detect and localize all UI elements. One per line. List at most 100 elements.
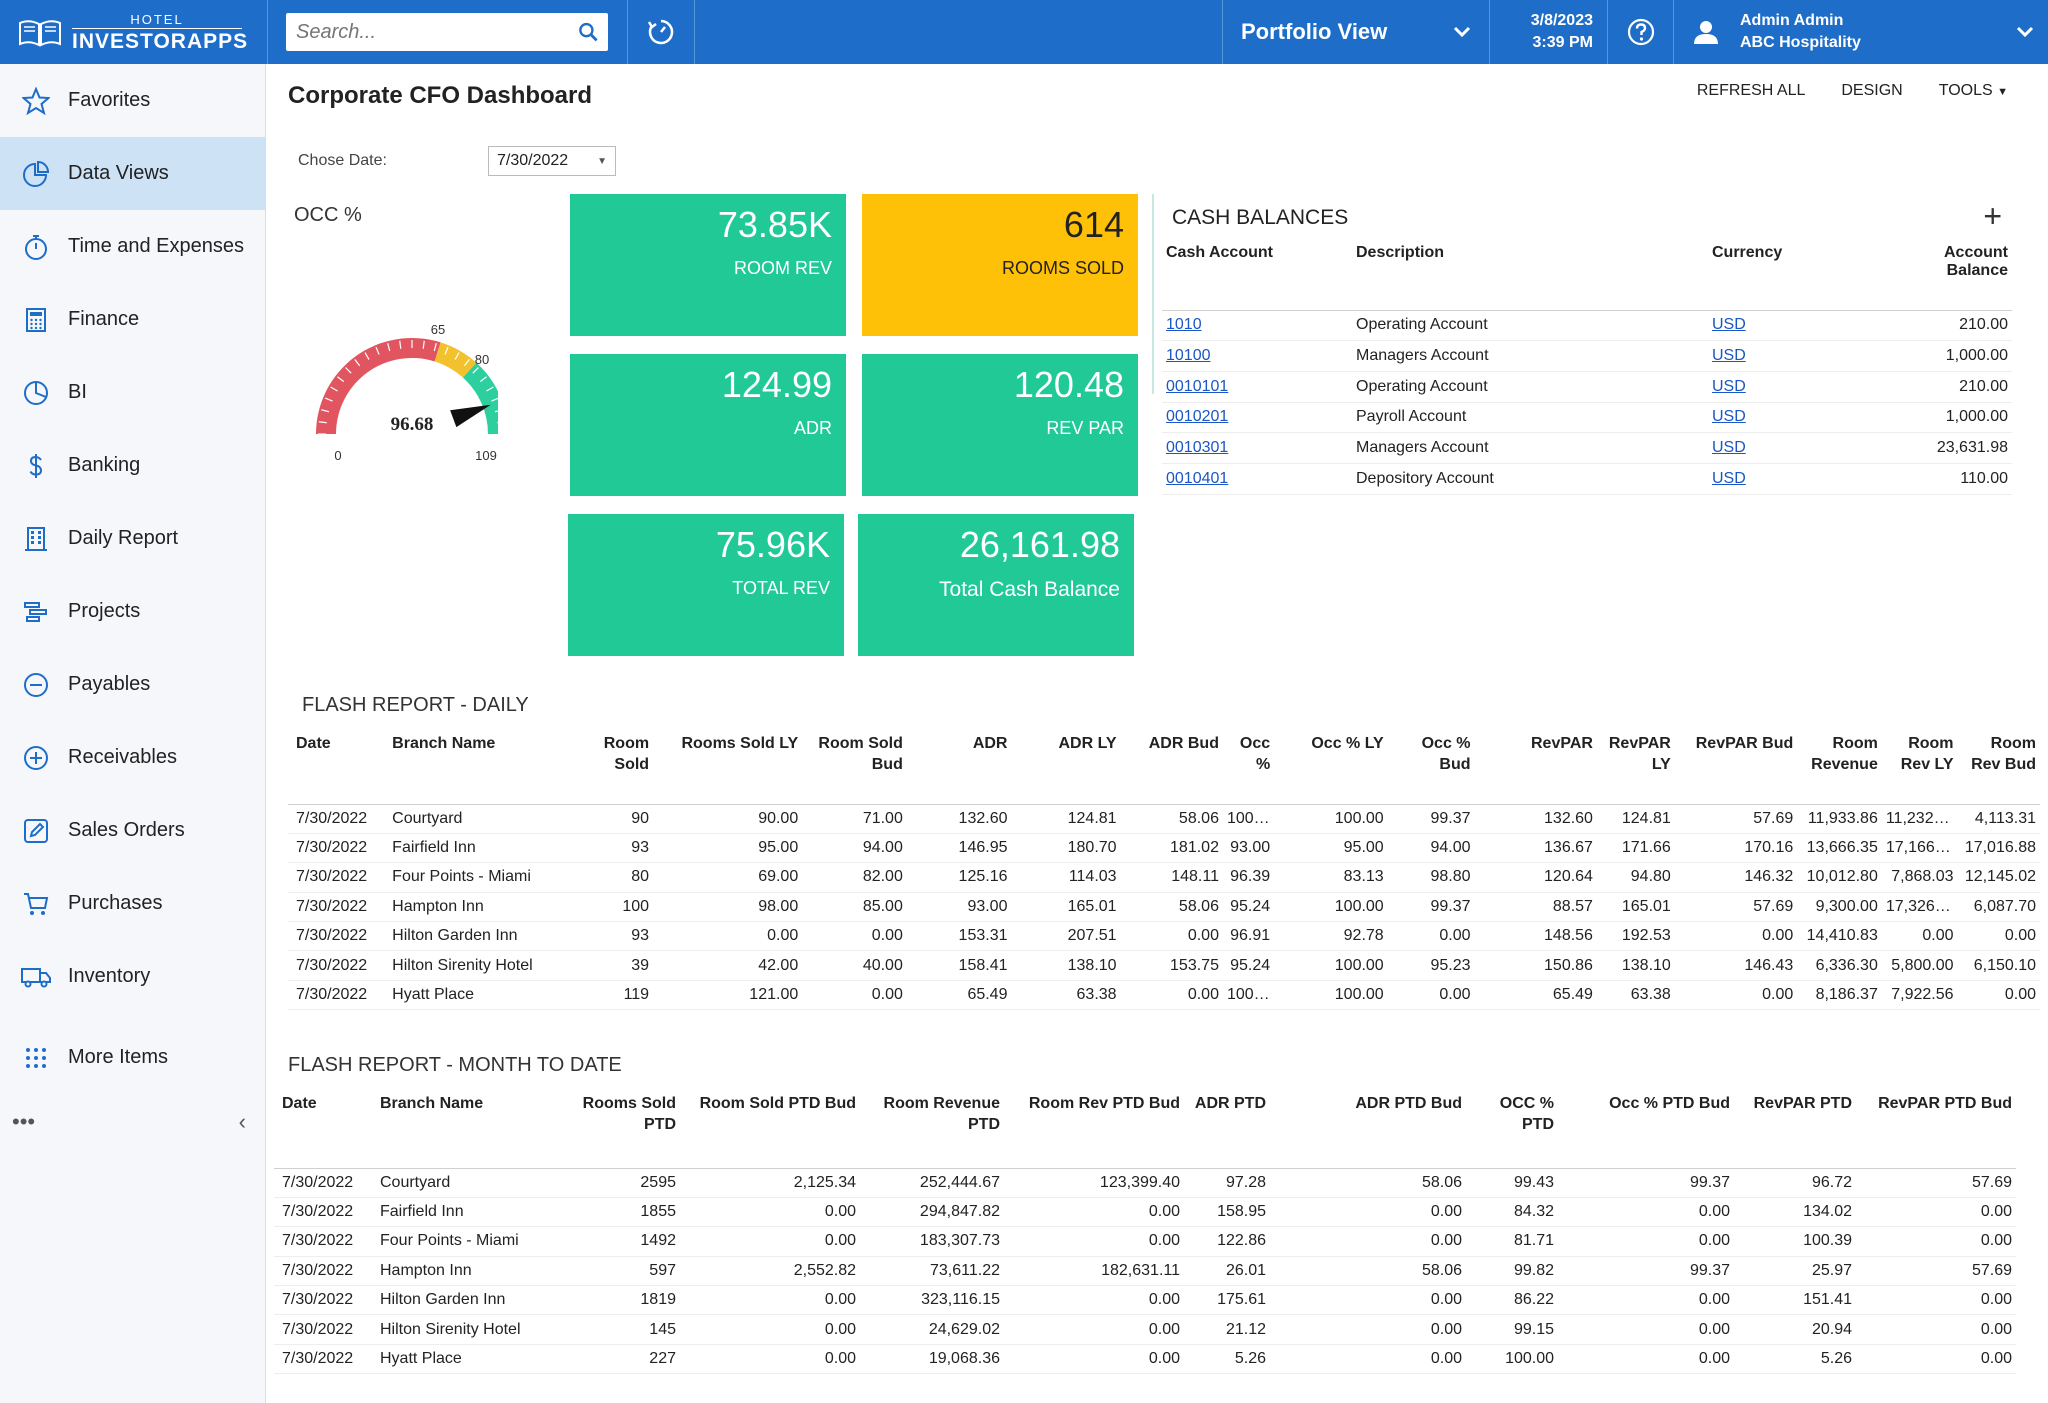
column-header[interactable]: RevPAR [1474,734,1597,805]
column-header[interactable]: Rooms Sold LY [653,734,803,805]
column-header[interactable]: Room Rev LY [1881,734,1958,805]
cash-account-link[interactable]: 1010 [1162,310,1352,342]
table-row[interactable]: 7/30/2022 Hyatt Place 119 121.00 0.00 65.49 63… [288,980,2040,1011]
business-date[interactable]: 3/8/2023 3:39 PM [1490,0,1608,64]
column-header[interactable]: Cash Account [1162,244,1352,311]
currency-link[interactable]: USD [1708,310,1878,342]
column-header[interactable]: Branch Name [388,734,585,805]
app-logo[interactable]: HOTEL INVESTORAPPS [0,0,268,64]
sidebar-item-finance[interactable]: Finance [0,283,265,356]
table-row[interactable]: 7/30/2022 Hilton Sirenity Hotel 39 42.00 40.… [288,950,2040,981]
sidebar-item-bi[interactable]: BI [0,356,265,429]
tile-room-rev[interactable]: 73.85K ROOM REV [570,194,846,336]
table-row[interactable]: 7/30/2022 Fairfield Inn 93 95.00 94.00 146.95… [288,833,2040,864]
column-header[interactable]: RevPAR PTD [1734,1094,1856,1169]
cash-account-link[interactable]: 0010301 [1162,432,1352,464]
currency-link[interactable]: USD [1708,463,1878,495]
cash-account-link[interactable]: 10100 [1162,340,1352,372]
column-header[interactable]: Room Sold PTD Bud [680,1094,860,1169]
column-header[interactable]: Date [288,734,389,805]
column-header[interactable]: Occ % Bud [1387,734,1475,805]
table-row[interactable]: 7/30/2022 Four Points - Miami 1492 0.00 183,… [274,1226,2016,1257]
sidebar-item-payables[interactable]: Payables [0,648,265,721]
table-row[interactable]: 7/30/2022 Hilton Garden Inn 93 0.00 0.00 153.… [288,921,2040,952]
sidebar-item-receivables[interactable]: Receivables [0,721,265,794]
column-header[interactable]: RevPAR Bud [1674,734,1798,805]
tile-total-cash-balance[interactable]: 26,161.98 Total Cash Balance [858,514,1134,656]
column-header[interactable]: Room Rev PTD Bud [1004,1094,1184,1169]
column-header[interactable]: ADR PTD Bud [1270,1094,1466,1169]
column-header[interactable]: Branch Name [376,1094,566,1169]
more-options-button[interactable]: ••• [12,1109,36,1134]
table-row[interactable]: 7/30/2022 Fairfield Inn 1855 0.00 294,847.82… [274,1197,2016,1228]
user-menu[interactable]: Admin Admin ABC Hospitality [1674,0,2048,64]
sidebar-item-daily-report[interactable]: Daily Report [0,502,265,575]
table-row[interactable]: 0010301 Managers Account USD 23,631.98 [1162,432,2012,464]
design-button[interactable]: DESIGN [1841,82,1903,99]
table-row[interactable]: 7/30/2022 Four Points - Miami 80 69.00 82.00… [288,862,2040,893]
column-header[interactable]: Description [1352,244,1708,311]
sidebar-item-purchases[interactable]: Purchases [0,867,265,940]
column-header[interactable]: Rooms Sold PTD [566,1094,680,1169]
tile-rev-par[interactable]: 120.48 REV PAR [862,354,1138,496]
sidebar-item-inventory[interactable]: Inventory [0,940,265,1013]
column-header[interactable]: ADR PTD [1184,1094,1270,1169]
column-header[interactable]: Occ % [1222,734,1275,805]
help-button[interactable] [1608,0,1674,64]
column-header[interactable]: Room Sold [584,734,654,805]
search-icon[interactable] [578,21,599,43]
tile-adr[interactable]: 124.99 ADR [570,354,846,496]
cash-account-link[interactable]: 0010101 [1162,371,1352,403]
column-header[interactable]: Currency [1708,244,1878,311]
column-header[interactable]: ADR LY [1011,734,1121,805]
column-header[interactable]: ADR Bud [1120,734,1223,805]
column-header[interactable]: RevPAR PTD Bud [1856,1094,2016,1169]
column-header[interactable]: Account Balance [1878,244,2012,311]
sidebar-item-sales-orders[interactable]: Sales Orders [0,794,265,867]
date-select[interactable]: 7/30/2022 ▼ [488,146,616,176]
table-row[interactable]: 1010 Operating Account USD 210.00 [1162,310,2012,342]
sidebar-item-time-and-expenses[interactable]: Time and Expenses [0,210,265,283]
tools-menu-button[interactable]: TOOLS ▼ [1939,82,2008,100]
currency-link[interactable]: USD [1708,402,1878,434]
sidebar-item-projects[interactable]: Projects [0,575,265,648]
history-button[interactable] [628,0,695,64]
column-header[interactable]: Room Revenue [1797,734,1882,805]
currency-link[interactable]: USD [1708,432,1878,464]
sidebar-item-favorites[interactable]: Favorites [0,64,265,137]
column-header[interactable]: Occ % PTD Bud [1558,1094,1734,1169]
table-row[interactable]: 0010401 Depository Account USD 110.00 [1162,463,2012,495]
column-header[interactable]: Room Rev Bud [1957,734,2040,805]
table-row[interactable]: 7/30/2022 Hyatt Place 227 0.00 19,068.36 0.00… [274,1344,2016,1375]
table-row[interactable]: 7/30/2022 Courtyard 2595 2,125.34 252,444.67… [274,1168,2016,1198]
tile-total-rev[interactable]: 75.96K TOTAL REV [568,514,844,656]
refresh-all-button[interactable]: REFRESH ALL [1696,82,1806,99]
cash-account-link[interactable]: 0010201 [1162,402,1352,434]
cash-account-link[interactable]: 0010401 [1162,463,1352,495]
column-header[interactable]: Occ % LY [1274,734,1388,805]
table-row[interactable]: 7/30/2022 Hampton Inn 100 98.00 85.00 93.00 16… [288,892,2040,923]
table-row[interactable]: 7/30/2022 Courtyard 90 90.00 71.00 132.60 124.… [288,804,2040,834]
column-header[interactable]: ADR [906,734,1012,805]
sidebar-item-more-items[interactable]: More Items [0,1021,265,1094]
table-row[interactable]: 7/30/2022 Hilton Sirenity Hotel 145 0.00 24,… [274,1314,2016,1345]
column-header[interactable]: Room Sold Bud [802,734,907,805]
column-header[interactable]: OCC % PTD [1466,1094,1558,1169]
currency-link[interactable]: USD [1708,340,1878,372]
currency-link[interactable]: USD [1708,371,1878,403]
table-row[interactable]: 7/30/2022 Hampton Inn 597 2,552.82 73,611.22… [274,1256,2016,1287]
column-header[interactable]: RevPAR LY [1596,734,1675,805]
search-input[interactable] [296,20,578,44]
sidebar-item-banking[interactable]: Banking [0,429,265,502]
table-row[interactable]: 0010201 Payroll Account USD 1,000.00 [1162,402,2012,434]
portfolio-view-dropdown[interactable]: Portfolio View [1222,0,1490,64]
table-row[interactable]: 0010101 Operating Account USD 210.00 [1162,371,2012,403]
sidebar-item-data-views[interactable]: Data Views [0,137,265,210]
table-row[interactable]: 7/30/2022 Hilton Garden Inn 1819 0.00 323,11… [274,1285,2016,1316]
column-header[interactable]: Room Revenue PTD [860,1094,1004,1169]
column-header[interactable]: Date [274,1094,376,1169]
table-row[interactable]: 10100 Managers Account USD 1,000.00 [1162,340,2012,372]
add-icon[interactable]: + [1983,198,2002,234]
tile-rooms-sold[interactable]: 614 ROOMS SOLD [862,194,1138,336]
collapse-sidebar-button[interactable]: ‹ [238,1109,246,1134]
